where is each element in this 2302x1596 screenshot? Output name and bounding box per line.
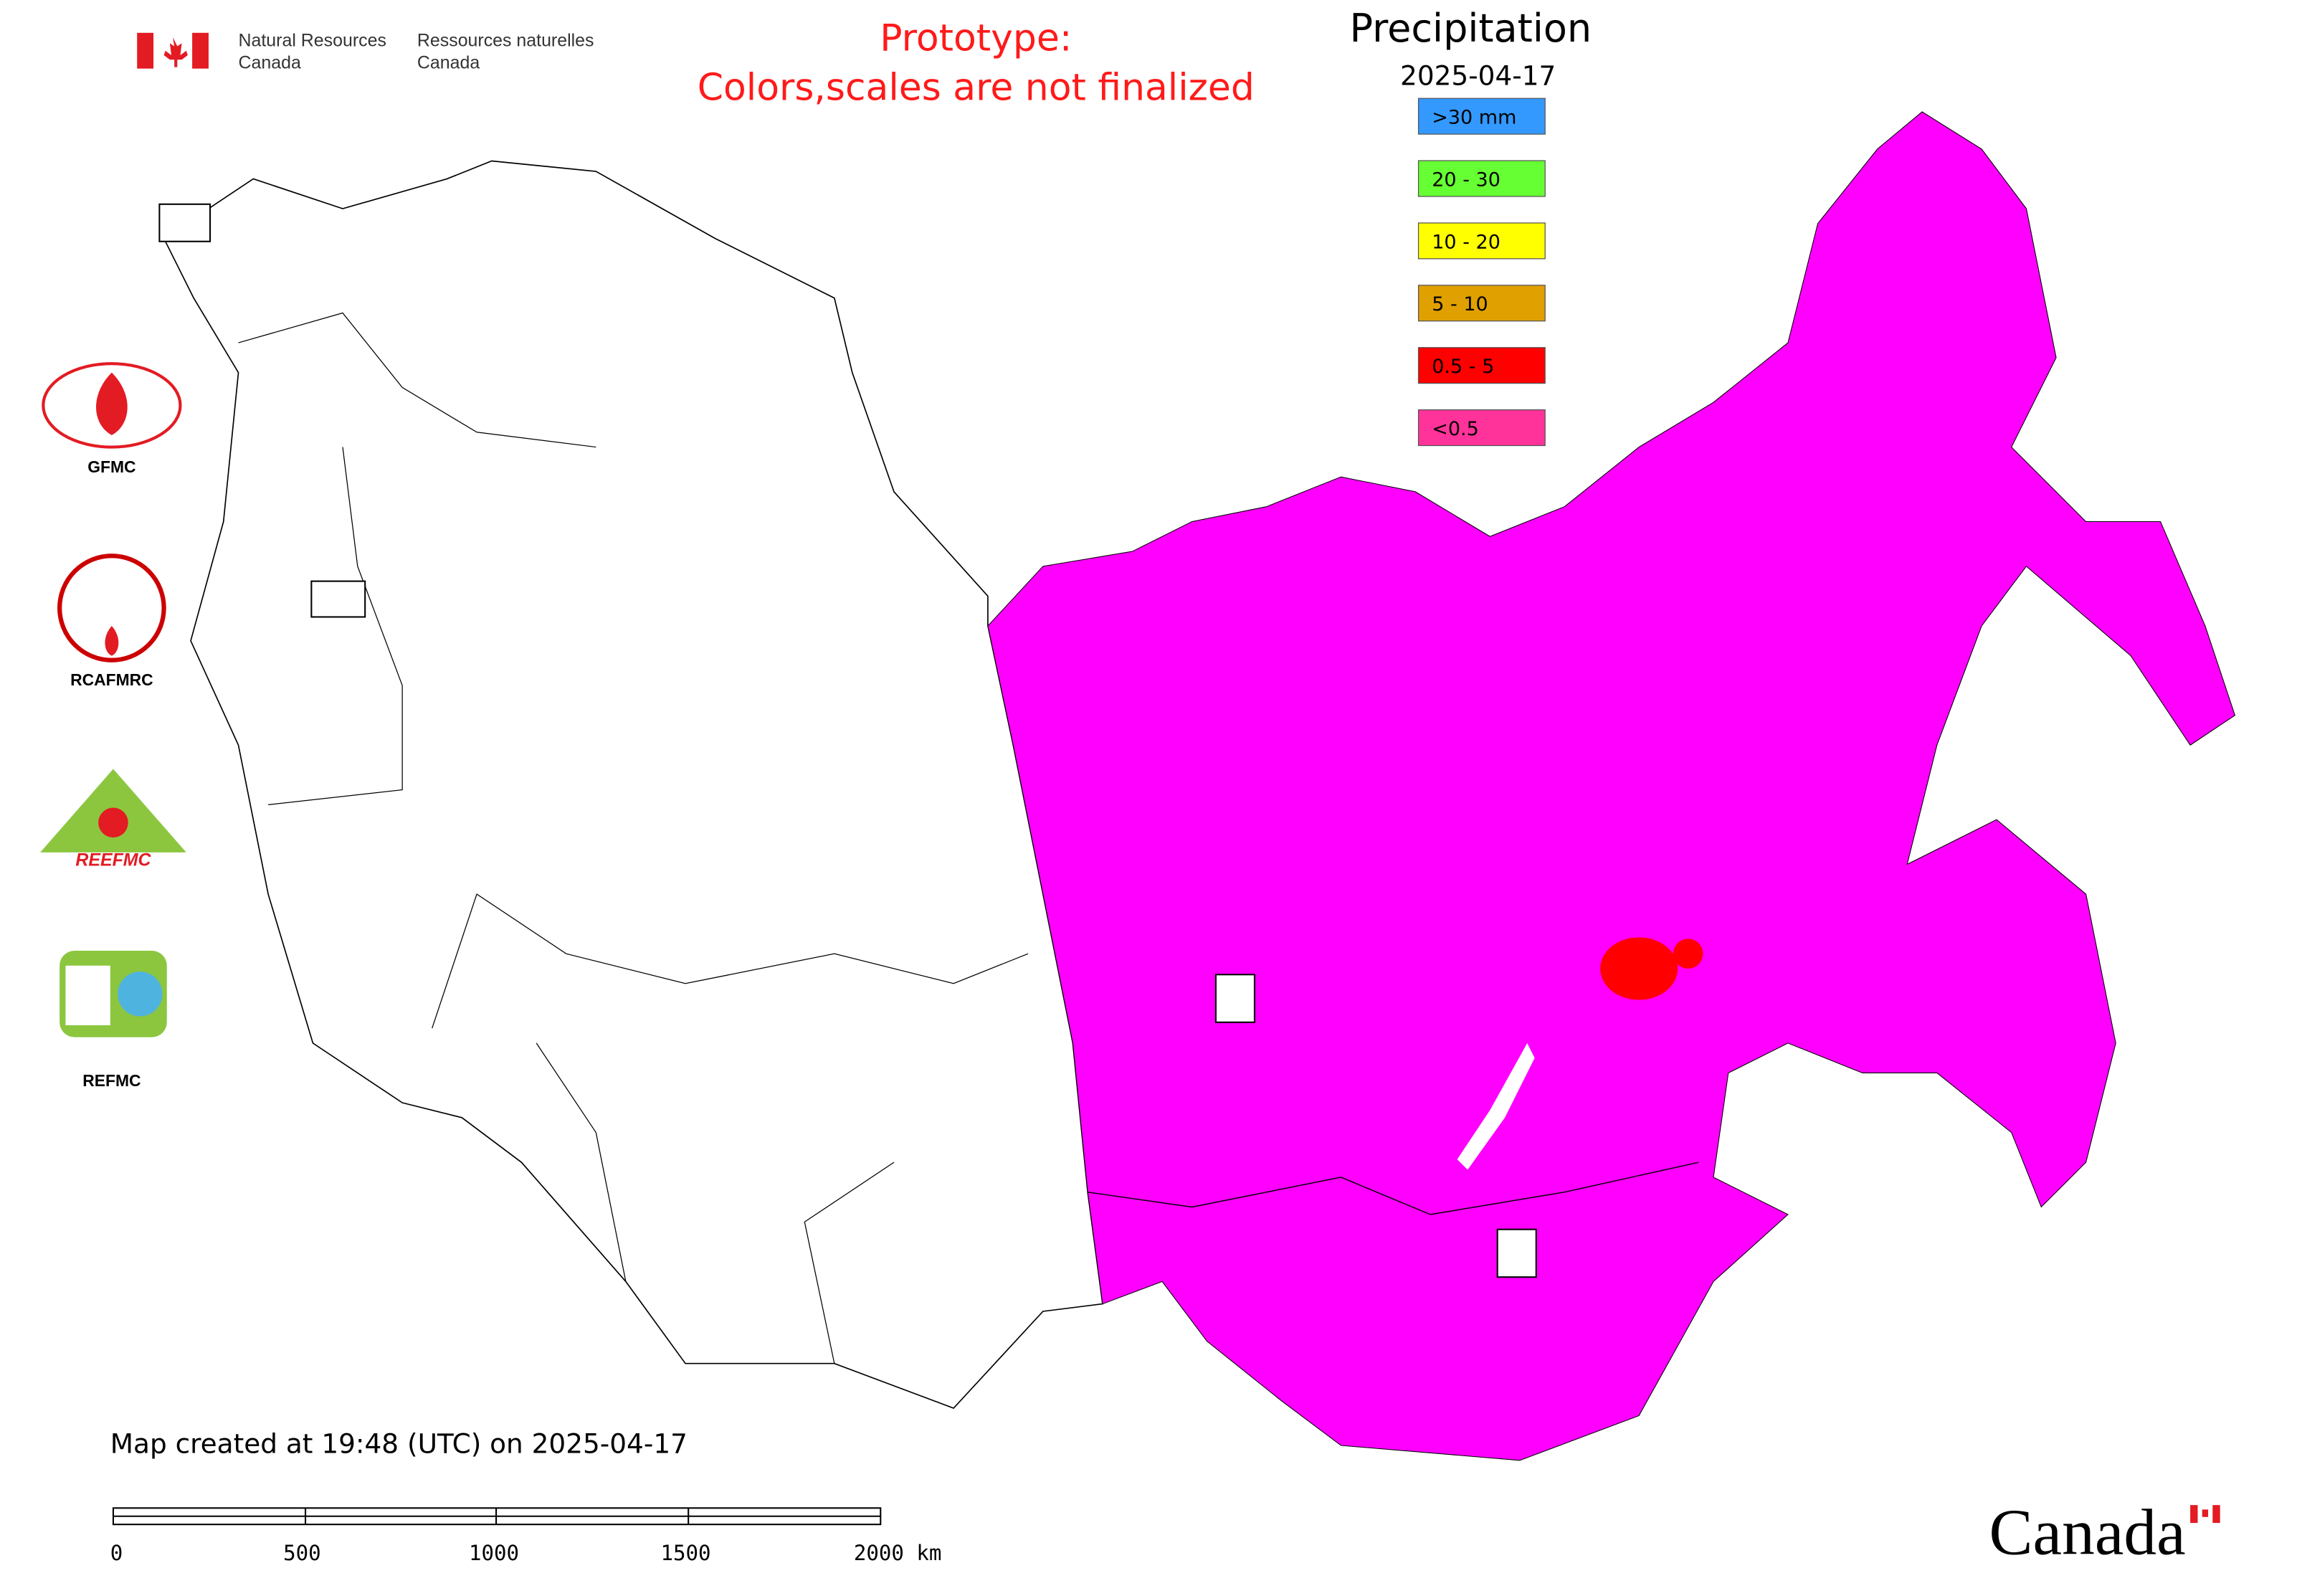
logo-gfmc — [42, 362, 182, 449]
legend-swatch — [1417, 285, 1546, 322]
lake-baikal — [1457, 1042, 1535, 1170]
legend-label: 20 - 30 — [1432, 168, 1500, 191]
map-logo — [158, 203, 1537, 1278]
legend-label: 10 - 20 — [1432, 231, 1500, 253]
notice: Prototype: — [880, 17, 1072, 60]
wordmark-flag — [2190, 1505, 2220, 1524]
agency-fr: Ressources naturelles — [417, 30, 594, 50]
precip-area — [1600, 937, 1703, 1000]
agency-en: Canada — [239, 53, 301, 73]
legend-label: 0.5 - 5 — [1432, 356, 1494, 378]
legend-swatch — [1417, 347, 1546, 384]
legend-label: <0.5 — [1432, 418, 1479, 440]
logo-rcafmrc — [57, 554, 166, 662]
logo-text: REEFMC — [75, 850, 151, 870]
legend-date: 2025-04-17 — [1400, 60, 1556, 92]
scale-label: 0 — [110, 1541, 123, 1565]
logo-label: GFMC — [87, 457, 135, 476]
agency-en: Natural Resources — [239, 30, 386, 50]
canada-flag — [137, 32, 209, 69]
created-note: Map created at 19:48 (UTC) on 2025-04-17 — [110, 1428, 688, 1459]
scale-label: 1500 — [661, 1541, 711, 1565]
legend: >30 mm 20 - 30 10 - 20 5 - 10 0.5 - 5 <0.5 — [1417, 98, 1546, 447]
legend-title: Precipitation — [1349, 6, 1592, 51]
scale-label: 1000 — [469, 1541, 519, 1565]
scale-label: 500 — [283, 1541, 321, 1565]
scale-bar — [112, 1507, 882, 1526]
agency-fr: Canada — [417, 53, 480, 73]
wordmark: Canada — [1989, 1496, 2186, 1569]
legend-label: >30 mm — [1432, 107, 1516, 129]
logo-label: RCAFMRC — [70, 670, 153, 689]
legend-swatch — [1417, 222, 1546, 260]
border-south — [1088, 1162, 1699, 1215]
logo-label: REFMC — [82, 1071, 141, 1090]
logo-reefmc — [40, 769, 186, 852]
land-east — [987, 111, 2236, 1461]
borders — [238, 312, 1029, 1364]
legend-swatch — [1417, 160, 1546, 197]
logo-refmc — [60, 951, 167, 1037]
land-west — [163, 160, 1103, 1410]
legend-swatch — [1417, 98, 1546, 135]
scale-labels: 0 500 1000 1500 2000 km — [110, 1541, 942, 1565]
notice: Colors,scales are not finalized — [698, 66, 1255, 109]
legend-label: 5 - 10 — [1432, 293, 1488, 315]
legend-swatch — [1417, 409, 1546, 447]
scale-label: 2000 km — [854, 1541, 942, 1565]
